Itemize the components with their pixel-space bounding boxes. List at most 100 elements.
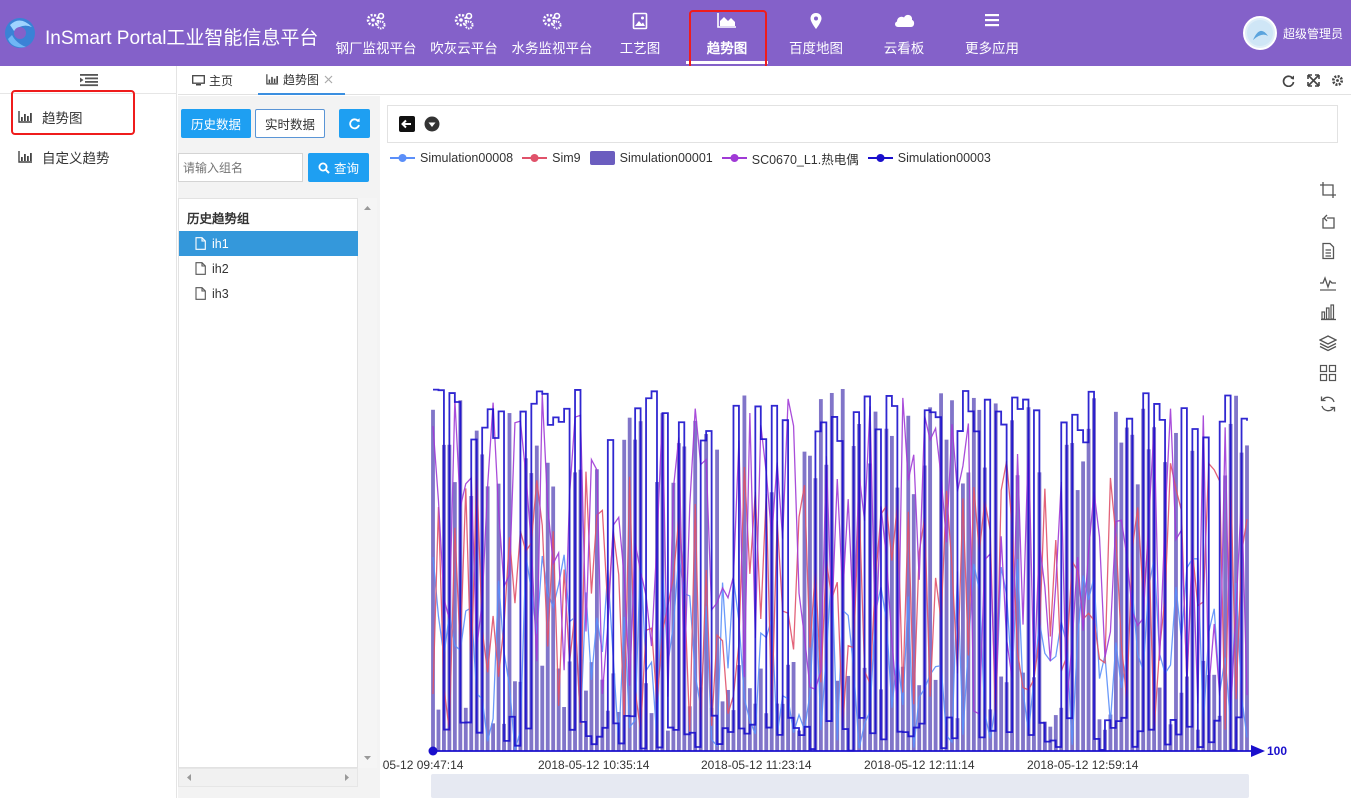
bar-mark (562, 707, 567, 751)
legend-label: SC0670_L1.热电偶 (751, 152, 859, 167)
file-icon (195, 262, 206, 275)
menu-icon (985, 14, 999, 27)
bar-mark (452, 482, 457, 751)
tree-item-label: ih2 (212, 261, 229, 276)
sidebar-item-trend[interactable]: 趋势图 (0, 99, 176, 135)
axis-end-label: 100 (1267, 744, 1287, 758)
bar-mark (911, 494, 916, 751)
app-title: InSmart Portal工业智能信息平台 (45, 28, 319, 49)
nav-label: 工艺图 (619, 41, 661, 56)
bar-mark (605, 710, 610, 751)
restore-icon[interactable] (1319, 395, 1337, 413)
refresh-icon (349, 118, 360, 130)
tree-item-ih3[interactable]: ih3 (179, 281, 358, 306)
query-label: 查询 (333, 162, 359, 176)
bar-mark (704, 434, 709, 751)
bar-mark (797, 730, 801, 751)
bar-mark (715, 449, 719, 751)
nav-process-diagram[interactable]: 工艺图 (610, 0, 670, 66)
trend-chart[interactable]: 100 2018-05-12 09:47:14 2018-05-12 10:35:1… (382, 96, 1351, 798)
bar-mark (431, 409, 435, 751)
data-zoom-slider[interactable] (431, 774, 1249, 798)
bar-mark (507, 413, 512, 751)
user-name[interactable]: 超级管理员 (1283, 27, 1344, 41)
bar-mark (1119, 442, 1124, 751)
legend-item[interactable]: SC0670_L1.热电偶 (721, 149, 859, 168)
refresh-icon[interactable] (1282, 74, 1295, 87)
nav-soot-cloud[interactable]: 吹灰云平台 (426, 0, 502, 66)
bar-mark (1015, 475, 1020, 751)
crop-icon[interactable] (1319, 181, 1337, 199)
bar-mark (1097, 719, 1102, 751)
stack-icon[interactable] (1318, 334, 1338, 352)
legend-item[interactable]: Simulation00001 (589, 151, 713, 165)
bar-mark (627, 417, 632, 751)
nav-baidu-map[interactable]: 百度地图 (782, 0, 850, 66)
bar-chart-icon[interactable] (1319, 303, 1337, 321)
nav-water-monitor[interactable]: 水务监视平台 (507, 0, 597, 66)
scroll-left-icon[interactable] (183, 769, 195, 786)
bar-mark (933, 679, 938, 751)
realtime-data-button[interactable]: 实时数据 (255, 109, 325, 138)
legend-item[interactable]: Simulation00003 (867, 151, 991, 165)
tab-trend[interactable]: 趋势图 (258, 66, 346, 95)
legend-label: Simulation00008 (420, 151, 514, 165)
nav-label: 水务监视平台 (511, 41, 593, 56)
refresh-button[interactable] (339, 109, 370, 138)
horizontal-scrollbar[interactable] (178, 768, 358, 787)
gear-icon[interactable] (1331, 74, 1344, 87)
document-icon[interactable] (1319, 242, 1337, 260)
tree-item-ih2[interactable]: ih2 (179, 256, 358, 281)
bar-mark (1048, 726, 1053, 751)
bar-mark (1086, 428, 1091, 751)
tab-home[interactable]: 主页 (184, 66, 241, 95)
legend-item[interactable]: Simulation00008 (390, 151, 513, 165)
bar-mark (999, 676, 1004, 751)
bar-mark (622, 439, 627, 751)
tree-item-ih1[interactable]: ih1 (179, 231, 358, 256)
bar-mark (600, 679, 605, 751)
bar-mark (491, 723, 496, 751)
vertical-scrollbar[interactable] (358, 198, 377, 768)
query-button[interactable]: 查询 (308, 153, 369, 182)
scroll-right-icon[interactable] (341, 769, 353, 786)
nav-steel-plant[interactable]: 钢厂监视平台 (334, 0, 418, 66)
back-arrow-icon[interactable] (399, 116, 415, 132)
nav-trend-chart[interactable]: 趋势图 (690, 0, 764, 66)
bar-chart-icon (18, 111, 32, 123)
bar-mark (726, 689, 730, 751)
line-chart-icon[interactable] (1319, 273, 1337, 291)
bar-mark (589, 662, 594, 751)
scroll-down-icon[interactable] (358, 752, 377, 764)
grid-icon[interactable] (1319, 364, 1337, 382)
bar-mark (534, 445, 539, 751)
bar-mark (846, 675, 851, 751)
fullscreen-icon[interactable] (1307, 74, 1320, 87)
close-icon[interactable] (324, 75, 333, 84)
history-data-button[interactable]: 历史数据 (181, 109, 251, 138)
dropdown-circle-icon[interactable] (424, 116, 440, 132)
group-search-input[interactable] (178, 153, 303, 182)
user-avatar-icon (1247, 20, 1273, 46)
nav-cloud-dashboard[interactable]: 云看板 (872, 0, 936, 66)
active-nav-indicator (686, 61, 768, 64)
axis-start-marker (428, 746, 438, 756)
legend-item[interactable]: Sim9 (522, 151, 581, 165)
sidebar-item-custom-trend[interactable]: 自定义趋势 (0, 139, 176, 175)
bar-mark (666, 730, 670, 751)
highlight-box (11, 90, 135, 135)
bar-mark (1234, 395, 1238, 751)
avatar[interactable] (1243, 16, 1277, 50)
sidebar-toggle[interactable] (0, 66, 177, 94)
bar-mark (1212, 674, 1217, 751)
x-tick-label: 2018-05-12 10:35:14 (538, 758, 650, 772)
scroll-up-icon[interactable] (358, 202, 377, 214)
bar-mark (1157, 687, 1162, 751)
highlight-box (689, 10, 767, 69)
nav-more-apps[interactable]: 更多应用 (958, 0, 1026, 66)
bar-mark (961, 483, 965, 751)
chart-legend: Simulation00008 Sim9 Simulation00001 SC0670… (390, 149, 1000, 168)
legend-label: Simulation00003 (897, 151, 991, 165)
series-line (433, 388, 1248, 752)
undo-icon[interactable] (1319, 212, 1337, 230)
